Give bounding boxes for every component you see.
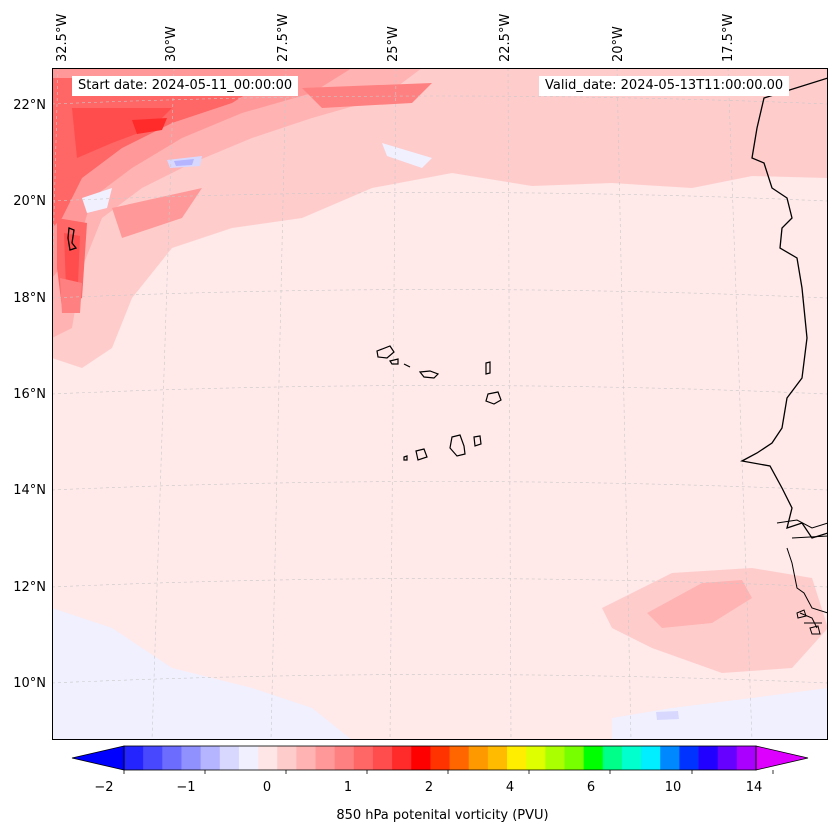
cbar-tick-1: 1 — [343, 780, 353, 795]
colorbar-frame — [123, 745, 757, 771]
lon-label-17-5w: 17.5°W — [721, 13, 736, 62]
colorbar-cell — [315, 746, 336, 770]
graticule — [52, 68, 828, 740]
pv-field-high — [52, 68, 828, 368]
colorbar-cell — [181, 746, 202, 770]
colorbar-cell — [372, 746, 393, 770]
colorbar-cell — [449, 746, 470, 770]
colorbar-min-extend — [71, 745, 125, 771]
lat-label-22n: 22°N — [13, 98, 46, 113]
colorbar-cell — [277, 746, 297, 770]
cbar-tick-4: 4 — [505, 780, 515, 795]
cbar-tick-2: 2 — [424, 780, 434, 795]
cbar-tick-0: 0 — [262, 780, 272, 795]
lon-label-32-5w: 32.5°W — [55, 13, 70, 62]
colorbar-cell — [621, 746, 642, 770]
colorbar-cell — [162, 746, 182, 770]
colorbar-cell — [487, 746, 508, 770]
lat-label-18n: 18°N — [13, 291, 46, 306]
banc-arguin-coast — [67, 227, 78, 251]
pv-field-negative — [52, 143, 828, 740]
map-panel — [52, 68, 828, 740]
lat-label-10n: 10°N — [13, 676, 46, 691]
colorbar-cell — [124, 746, 144, 770]
colorbar-cell — [334, 746, 355, 770]
cbar-tick-minus1: −1 — [176, 780, 196, 795]
colorbar-label: 850 hPa potenital vorticity (PVU) — [336, 808, 549, 823]
lat-label-12n: 12°N — [13, 580, 46, 595]
colorbar-cell — [736, 746, 757, 770]
colorbar-cell — [583, 746, 604, 770]
colorbar-cell — [602, 746, 623, 770]
colorbar-cell — [258, 746, 278, 770]
cape-verde-islands — [376, 345, 502, 461]
lon-label-30w: 30°W — [164, 26, 179, 62]
map-frame — [52, 68, 828, 740]
colorbar-cell — [507, 746, 527, 770]
colorbar-cell — [296, 746, 317, 770]
colorbar-cell — [468, 746, 489, 770]
lon-label-27-5w: 27.5°W — [276, 13, 291, 62]
gambia-coastline — [776, 519, 828, 539]
africa-coastline — [740, 77, 828, 539]
lat-label-20n: 20°N — [13, 194, 46, 209]
colorbar-cell — [143, 746, 163, 770]
lon-label-25w: 25°W — [386, 26, 401, 62]
cbar-tick-minus2: −2 — [94, 780, 114, 795]
colorbar-cell — [219, 746, 240, 770]
start-date-label: Start date: 2024-05-11_00:00:00 — [72, 76, 299, 96]
colorbar-cell — [238, 746, 259, 770]
colorbar-cell — [411, 746, 431, 770]
colorbar-cell — [526, 746, 546, 770]
colorbar-cell — [200, 746, 221, 770]
colorbar-cell — [641, 746, 661, 770]
colorbar-cell — [564, 746, 585, 770]
colorbar-cell — [353, 746, 374, 770]
guinea-bissau-coastline — [786, 547, 828, 629]
colorbar-max-extend — [755, 745, 809, 771]
colorbar-cell — [430, 746, 451, 770]
lon-label-20w: 20°W — [611, 26, 626, 62]
colorbar — [71, 745, 809, 774]
lon-label-22-5w: 22.5°W — [498, 13, 513, 62]
pv-field-lower-right — [602, 568, 828, 673]
valid-date-label: Valid_date: 2024-05-13T11:00:00.00 — [539, 76, 790, 96]
bijagos-islands — [796, 609, 821, 635]
cbar-tick-10: 10 — [664, 780, 682, 795]
colorbar-cells — [124, 746, 757, 770]
colorbar-cell — [545, 746, 565, 770]
lat-label-16n: 16°N — [13, 387, 46, 402]
colorbar-cell — [698, 746, 719, 770]
colorbar-cell — [717, 746, 738, 770]
cbar-tick-6: 6 — [586, 780, 596, 795]
colorbar-cell — [679, 746, 700, 770]
colorbar-cell — [392, 746, 412, 770]
lat-label-14n: 14°N — [13, 483, 46, 498]
cbar-tick-14: 14 — [745, 780, 763, 795]
colorbar-cell — [660, 746, 680, 770]
